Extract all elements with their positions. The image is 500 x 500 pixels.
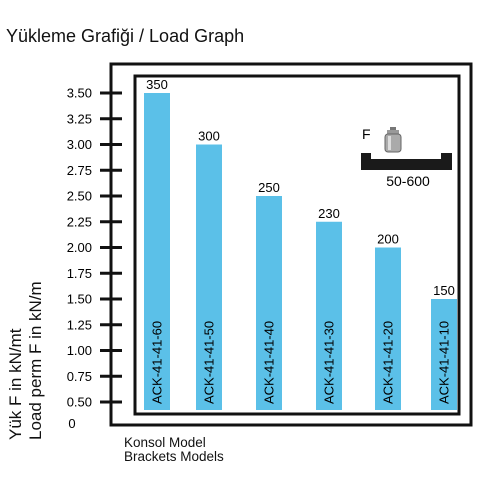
- y-tick-label: 2.50: [67, 189, 92, 204]
- data-label: 300: [198, 129, 220, 144]
- bar: [316, 221, 342, 410]
- y-tick-label: 3.50: [67, 86, 92, 101]
- x-axis-label-line-2: Brackets Models: [124, 449, 224, 464]
- category-label: ACK-41-41-40: [262, 321, 277, 404]
- y-tick-label: 1.00: [67, 343, 92, 358]
- data-label: 200: [377, 232, 399, 247]
- y-axis-label: Yük F in kN/mt Load perm F in kN/m: [6, 281, 46, 440]
- y-axis-label-line-1: Yük F in kN/mt: [6, 328, 25, 440]
- y-tick-label: 3.00: [67, 137, 92, 152]
- weight-icon: [384, 127, 402, 153]
- y-axis-label-line-2: Load perm F in kN/m: [26, 281, 45, 440]
- category-label: ACK-41-41-60: [150, 321, 165, 404]
- y-tick-label: 0.75: [67, 369, 92, 384]
- y-tick-label: 1.50: [67, 292, 92, 307]
- y-tick-label: 2.75: [67, 163, 92, 178]
- bar: [431, 299, 457, 410]
- range-label: 50-600: [386, 173, 430, 189]
- inner-frame: [133, 74, 461, 416]
- y-tick-label: 0: [68, 416, 75, 431]
- data-label: 350: [146, 77, 168, 92]
- bars: 350 ACK-41-41-60 300 ACK-41-41-50 250 ACK-41-…: [144, 77, 457, 410]
- data-label: 250: [258, 180, 280, 195]
- outer-frame: [109, 62, 473, 427]
- x-axis-label: Konsol Model Brackets Models: [124, 436, 224, 464]
- category-label: ACK-41-41-10: [437, 321, 452, 404]
- category-label: ACK-41-41-50: [202, 321, 217, 404]
- y-tick-label: 1.25: [67, 317, 92, 332]
- data-label: 230: [318, 206, 340, 221]
- bar: [256, 196, 282, 410]
- bracket-inset: F 50-600: [361, 126, 452, 189]
- bar: [144, 93, 170, 410]
- y-tick-label: 1.75: [67, 266, 92, 281]
- bar: [375, 247, 401, 410]
- category-label: ACK-41-41-20: [381, 321, 396, 404]
- data-label: 150: [433, 283, 455, 298]
- bracket-profile-icon: [361, 153, 452, 170]
- y-tick-label: 3.25: [67, 111, 92, 126]
- y-tick-label: 2.25: [67, 214, 92, 229]
- x-axis-label-line-1: Konsol Model: [124, 435, 206, 450]
- chart-title: Yükleme Grafiği / Load Graph: [6, 26, 245, 46]
- bar: [196, 144, 222, 410]
- y-axis: 0 0.50 0.75 1.00 1.25 1.50 1.75 2.00 2.25 2.50 2.7…: [67, 86, 122, 431]
- y-tick-label: 0.50: [67, 395, 92, 410]
- force-label: F: [362, 126, 371, 142]
- category-label: ACK-41-41-30: [322, 321, 337, 404]
- y-tick-label: 2.00: [67, 240, 92, 255]
